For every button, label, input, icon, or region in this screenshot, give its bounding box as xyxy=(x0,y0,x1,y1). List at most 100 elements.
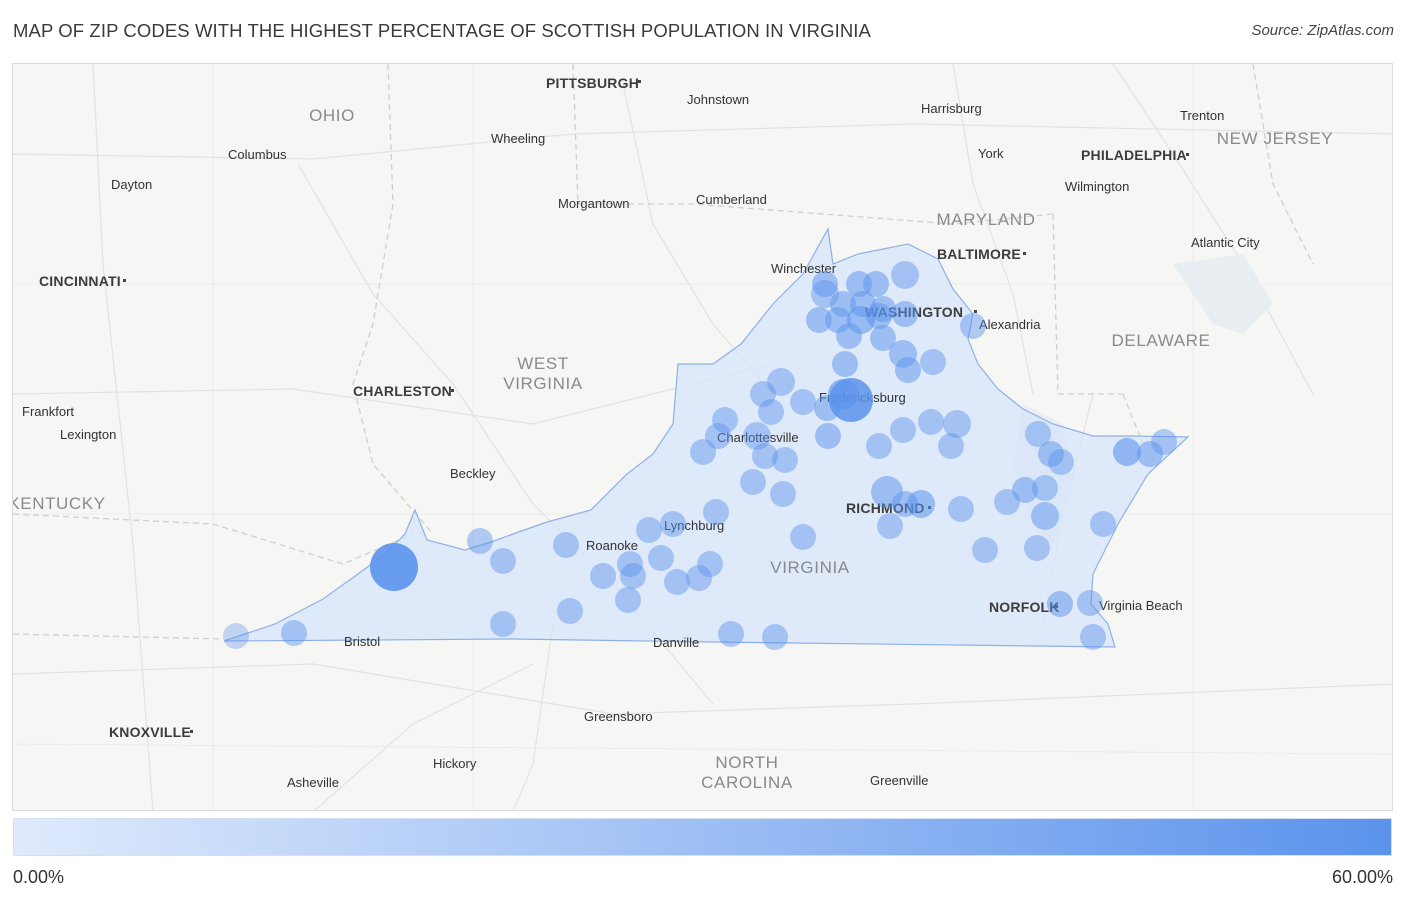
zip-marker[interactable] xyxy=(907,490,935,518)
city-label-philadelphia: PHILADELPHIA xyxy=(1081,147,1187,163)
zip-marker[interactable] xyxy=(1038,441,1064,467)
zip-marker[interactable] xyxy=(664,569,690,595)
city-label-johnstown: Johnstown xyxy=(687,92,749,107)
zip-marker[interactable] xyxy=(890,417,916,443)
city-label-greenville: Greenville xyxy=(870,773,929,788)
city-label-cincinnati: CINCINNATI xyxy=(39,273,121,289)
zip-marker[interactable] xyxy=(1024,535,1050,561)
zip-marker[interactable] xyxy=(370,543,418,591)
zip-marker[interactable] xyxy=(762,624,788,650)
zip-marker[interactable] xyxy=(1048,449,1074,475)
zip-marker[interactable] xyxy=(490,548,516,574)
zip-marker[interactable] xyxy=(938,433,964,459)
city-label-danville: Danville xyxy=(653,635,699,650)
city-label-charleston: CHARLESTON xyxy=(353,383,452,399)
zip-marker[interactable] xyxy=(943,410,971,438)
zip-marker[interactable] xyxy=(758,399,784,425)
zip-marker[interactable] xyxy=(690,439,716,465)
state-label-virginia: VIRGINIA xyxy=(770,558,849,577)
zip-marker[interactable] xyxy=(467,528,493,554)
city-label-atlantic-city: Atlantic City xyxy=(1191,235,1260,250)
zip-marker[interactable] xyxy=(1077,590,1103,616)
zip-marker[interactable] xyxy=(743,422,771,450)
zip-marker[interactable] xyxy=(752,443,778,469)
zip-marker[interactable] xyxy=(1151,429,1177,455)
zip-marker[interactable] xyxy=(836,323,862,349)
map-canvas: OHIO WEST VIRGINIA MARYLAND NEW JERSEY D… xyxy=(13,64,1392,810)
city-label-knoxville: KNOXVILLE xyxy=(109,724,191,740)
zip-marker[interactable] xyxy=(806,307,832,333)
zip-marker[interactable] xyxy=(790,524,816,550)
zip-marker[interactable] xyxy=(703,499,729,525)
zip-marker[interactable] xyxy=(223,623,249,649)
zip-marker[interactable] xyxy=(697,551,723,577)
zip-marker[interactable] xyxy=(740,469,766,495)
city-label-dayton: Dayton xyxy=(111,177,152,192)
city-label-trenton: Trenton xyxy=(1180,108,1224,123)
zip-marker[interactable] xyxy=(553,532,579,558)
zip-marker[interactable] xyxy=(770,481,796,507)
zip-marker[interactable] xyxy=(648,545,674,571)
map-area[interactable]: OHIO WEST VIRGINIA MARYLAND NEW JERSEY D… xyxy=(12,63,1393,811)
state-label-ohio: OHIO xyxy=(309,106,355,125)
zip-marker[interactable] xyxy=(920,349,946,375)
zip-marker[interactable] xyxy=(832,351,858,377)
zip-marker[interactable] xyxy=(814,395,840,421)
zip-marker[interactable] xyxy=(750,381,776,407)
zip-marker[interactable] xyxy=(895,357,921,383)
zip-marker[interactable] xyxy=(812,271,838,297)
city-label-lynchburg: Lynchburg xyxy=(664,518,724,533)
zip-marker[interactable] xyxy=(1113,438,1141,466)
zip-marker[interactable] xyxy=(1025,421,1051,447)
zip-marker[interactable] xyxy=(948,496,974,522)
state-label-north-carolina-line2: CAROLINA xyxy=(701,773,793,792)
zip-marker[interactable] xyxy=(1031,502,1059,530)
city-label-charlottesville: Charlottesville xyxy=(717,430,799,445)
legend-color-bar xyxy=(13,818,1392,856)
zip-marker[interactable] xyxy=(1032,475,1058,501)
zip-marker[interactable] xyxy=(615,587,641,613)
zip-marker[interactable] xyxy=(891,261,919,289)
zip-markers[interactable] xyxy=(223,261,1177,650)
zip-marker[interactable] xyxy=(863,271,889,297)
state-label-maryland: MARYLAND xyxy=(937,210,1036,229)
city-label-wilmington: Wilmington xyxy=(1065,179,1129,194)
zip-marker[interactable] xyxy=(1080,624,1106,650)
city-label-morgantown: Morgantown xyxy=(558,196,630,211)
zip-marker[interactable] xyxy=(790,389,816,415)
zip-marker[interactable] xyxy=(660,511,686,537)
zip-marker[interactable] xyxy=(772,447,798,473)
zip-marker[interactable] xyxy=(617,551,643,577)
zip-marker[interactable] xyxy=(892,301,918,327)
zip-marker[interactable] xyxy=(815,423,841,449)
zip-marker[interactable] xyxy=(281,620,307,646)
zip-marker[interactable] xyxy=(1137,441,1163,467)
zip-marker[interactable] xyxy=(877,513,903,539)
zip-marker[interactable] xyxy=(712,407,738,433)
zip-marker[interactable] xyxy=(972,537,998,563)
zip-marker[interactable] xyxy=(870,325,896,351)
state-label-kentucky: KENTUCKY xyxy=(13,494,106,513)
city-label-baltimore: BALTIMORE xyxy=(937,246,1021,262)
city-label-lexington: Lexington xyxy=(60,427,116,442)
zip-marker[interactable] xyxy=(1012,477,1038,503)
zip-marker[interactable] xyxy=(718,621,744,647)
zip-marker[interactable] xyxy=(490,611,516,637)
zip-marker[interactable] xyxy=(636,517,662,543)
state-label-north-carolina-line1: NORTH xyxy=(715,753,778,772)
zip-marker[interactable] xyxy=(686,565,712,591)
zip-marker[interactable] xyxy=(866,303,892,329)
zip-marker[interactable] xyxy=(960,313,986,339)
zip-marker[interactable] xyxy=(918,409,944,435)
city-label-wheeling: Wheeling xyxy=(491,131,545,146)
zip-marker[interactable] xyxy=(705,423,731,449)
zip-marker[interactable] xyxy=(590,563,616,589)
map-title: MAP OF ZIP CODES WITH THE HIGHEST PERCEN… xyxy=(13,20,871,41)
zip-marker[interactable] xyxy=(767,368,795,396)
zip-marker[interactable] xyxy=(1047,591,1073,617)
zip-marker[interactable] xyxy=(1090,511,1116,537)
zip-marker[interactable] xyxy=(557,598,583,624)
zip-marker[interactable] xyxy=(866,433,892,459)
zip-marker[interactable] xyxy=(620,563,646,589)
virginia-state-shape[interactable] xyxy=(223,227,1190,648)
